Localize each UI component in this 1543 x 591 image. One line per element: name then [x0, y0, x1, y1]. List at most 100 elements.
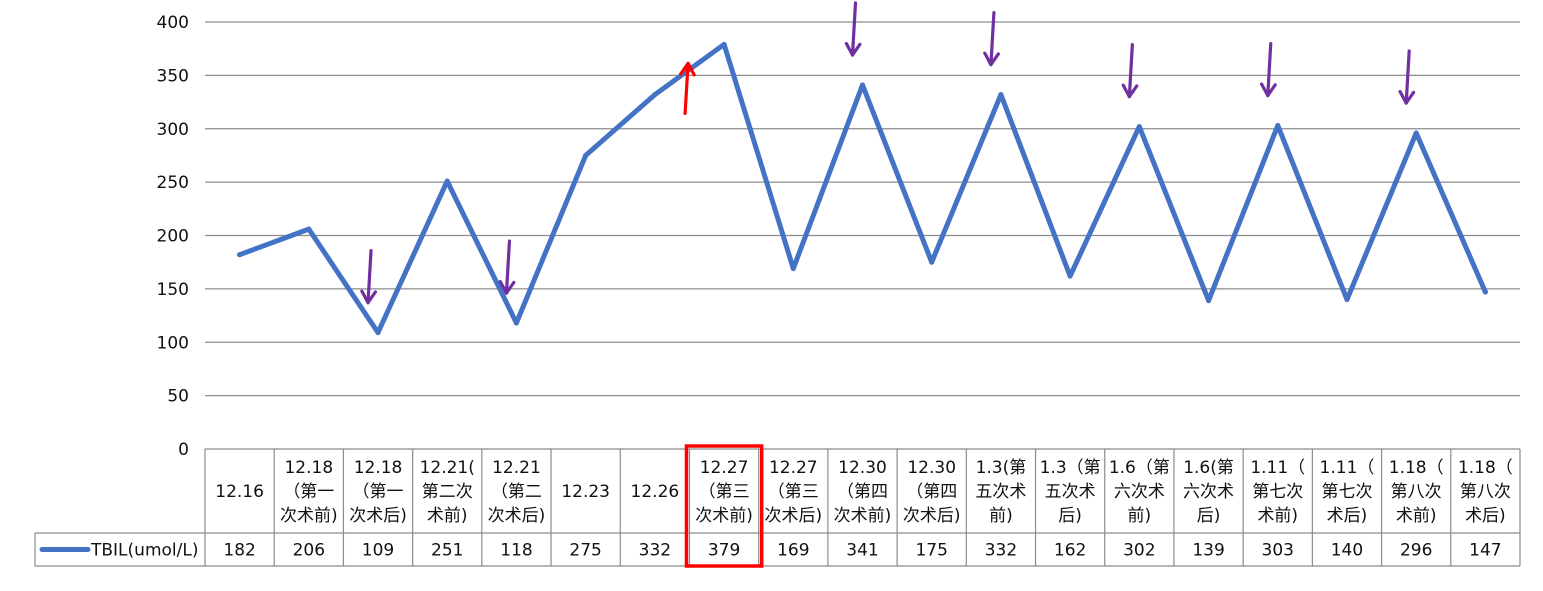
- category-label: 12.30: [838, 458, 887, 478]
- category-label: 五次术: [975, 482, 1026, 502]
- category-label: 第七次: [1252, 482, 1303, 502]
- category-label: 1.3（第: [1040, 458, 1101, 478]
- category-label: 六次术: [1114, 482, 1165, 502]
- purple-down-arrow: [1260, 41, 1277, 98]
- category-label: 前): [1128, 506, 1152, 526]
- data-value-label: 109: [362, 541, 394, 561]
- category-label: （第四: [837, 482, 888, 502]
- data-value-label: 147: [1469, 541, 1501, 561]
- y-axis-tick-labels: 0 50 100 150 200 250 300 350 400: [157, 13, 189, 460]
- red-up-arrow-shaft: [683, 61, 690, 116]
- category-label: （第一: [283, 482, 334, 502]
- data-point: [652, 92, 658, 98]
- purple-down-arrow-shaft: [850, 1, 858, 57]
- data-point: [929, 259, 935, 265]
- data-value-label: 332: [639, 541, 671, 561]
- purple-down-arrow-head: [1121, 83, 1131, 99]
- category-label: 12.21: [492, 458, 541, 478]
- category-label: 后): [1058, 506, 1082, 526]
- category-label: 1.18（: [1389, 458, 1444, 478]
- category-label: 次术后): [349, 506, 407, 526]
- category-label: 五次术: [1045, 482, 1096, 502]
- purple-down-arrow-head: [844, 41, 855, 57]
- category-label: 第八次: [1460, 482, 1511, 502]
- legend-series-label: TBIL(umol/L): [90, 541, 198, 561]
- data-value-label: 182: [223, 541, 255, 561]
- data-point: [237, 252, 243, 258]
- data-value-label: 341: [846, 541, 878, 561]
- purple-down-arrow-head: [360, 289, 370, 305]
- data-value-label: 118: [500, 541, 532, 561]
- data-value-label: 303: [1262, 541, 1294, 561]
- data-point: [721, 41, 727, 47]
- category-label: （第二: [491, 482, 542, 502]
- data-point: [1275, 123, 1281, 129]
- data-table: [34, 449, 1521, 567]
- purple-down-arrow-head: [1266, 83, 1277, 98]
- purple-down-arrow: [983, 10, 1000, 67]
- data-point: [1067, 273, 1073, 279]
- purple-down-arrow-shaft: [989, 10, 996, 67]
- purple-down-arrow-head: [850, 42, 862, 57]
- y-tick-label: 150: [157, 280, 189, 300]
- category-label: 次术后): [764, 506, 822, 526]
- purple-down-arrow-shaft: [366, 249, 373, 305]
- red-up-arrow-head: [679, 61, 690, 76]
- y-tick-label: 0: [178, 440, 189, 460]
- category-label: 12.27: [769, 458, 818, 478]
- data-value-label: 275: [569, 541, 601, 561]
- data-value-label: 379: [708, 541, 740, 561]
- data-point: [513, 320, 519, 326]
- series-tbil: [237, 41, 1488, 336]
- data-point: [306, 226, 312, 232]
- category-label: 次术后): [903, 506, 961, 526]
- y-tick-label: 400: [157, 13, 189, 33]
- data-point: [1344, 297, 1350, 303]
- category-label: 12.27: [700, 458, 749, 478]
- category-label: 12.21(: [420, 458, 475, 478]
- category-label: 12.18: [354, 458, 403, 478]
- data-point: [1136, 124, 1142, 130]
- y-tick-label: 50: [167, 387, 189, 407]
- data-point: [790, 266, 796, 272]
- category-label: 次术后): [488, 506, 546, 526]
- category-label: 术前): [427, 506, 468, 526]
- data-value-label: 175: [915, 541, 947, 561]
- data-table-values: 182 206 109 251 118 275 332 379 169 341 175 332 162 3…: [223, 541, 1501, 561]
- data-value-label: 206: [293, 541, 325, 561]
- category-label: 12.26: [631, 482, 680, 502]
- data-value-label: 139: [1192, 541, 1224, 561]
- purple-down-arrow: [1121, 43, 1139, 99]
- category-label: 1.6（第: [1109, 458, 1170, 478]
- data-value-label: 169: [777, 541, 809, 561]
- annotations: [360, 1, 1416, 305]
- data-value-label: 140: [1331, 541, 1363, 561]
- data-value-label: 162: [1054, 541, 1086, 561]
- category-label: （第三: [699, 482, 750, 502]
- data-point: [1413, 130, 1419, 136]
- category-label: 1.6(第: [1183, 458, 1234, 478]
- category-label: 1.18（: [1458, 458, 1513, 478]
- category-label: 1.11（: [1320, 458, 1375, 478]
- y-tick-label: 250: [157, 173, 189, 193]
- category-label: 后): [1197, 506, 1221, 526]
- data-point: [1482, 289, 1488, 295]
- data-point: [860, 82, 865, 88]
- purple-down-arrow-shaft: [1266, 41, 1273, 98]
- category-label: 1.11（: [1250, 458, 1305, 478]
- legend-entry: TBIL(umol/L): [39, 541, 198, 561]
- purple-down-arrow: [1398, 49, 1416, 105]
- category-label: 第七次: [1321, 482, 1372, 502]
- category-label: （第一: [353, 482, 404, 502]
- y-tick-label: 300: [157, 120, 189, 140]
- category-label: 12.23: [561, 482, 610, 502]
- category-label: 次术前): [834, 506, 892, 526]
- category-label: 第八次: [1391, 482, 1442, 502]
- data-point: [375, 330, 381, 336]
- purple-down-arrow: [360, 249, 378, 305]
- y-tick-label: 100: [157, 333, 189, 353]
- y-tick-label: 350: [157, 66, 189, 86]
- data-value-label: 302: [1123, 541, 1155, 561]
